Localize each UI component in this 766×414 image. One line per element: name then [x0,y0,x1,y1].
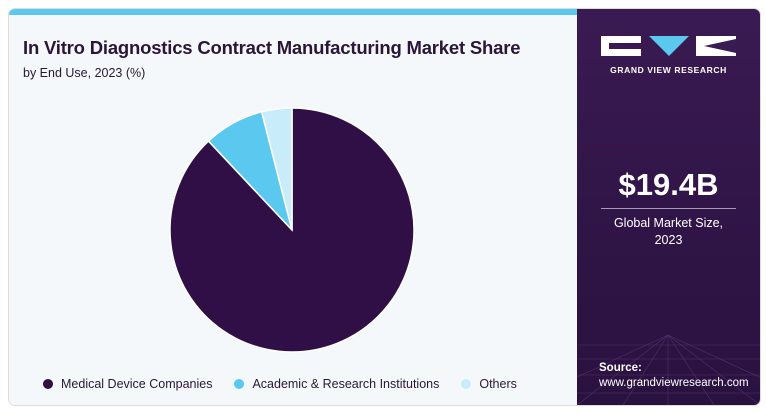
market-size-label: Global Market Size, 2023 [577,215,760,249]
accent-bar [9,9,577,15]
legend-swatch [43,379,53,389]
pie-slice-others [260,107,293,231]
legend-swatch [234,379,245,389]
legend-label: Academic & Research Institutions [252,377,440,391]
source-title: Source: [599,362,642,374]
legend-item: Academic & Research Institutions [234,377,439,391]
legend-item: Others [461,377,517,391]
chart-legend: Medical Device Companies Academic & Resea… [43,377,517,391]
legend-label: Medical Device Companies [61,377,213,391]
chart-title: In Vitro Diagnostics Contract Manufactur… [23,37,521,58]
chart-subtitle: by End Use, 2023 (%) [23,66,146,80]
pie-chart [169,107,415,353]
source-block: Source: www.grandviewresearch.com [599,361,749,391]
legend-label: Others [479,377,517,391]
divider [601,208,736,209]
brand-name: GRAND VIEW RESEARCH [610,65,727,75]
legend-item: Medical Device Companies [43,377,212,391]
chart-card: In Vitro Diagnostics Contract Manufactur… [9,9,760,405]
grand-view-research-logo [601,36,736,56]
market-size-label-line2: 2023 [654,233,683,247]
sidebar: GRAND VIEW RESEARCH $19.4B Global Market… [577,9,760,405]
chart-panel: In Vitro Diagnostics Contract Manufactur… [9,15,577,405]
source-url: www.grandviewresearch.com [599,377,749,389]
market-size-value: $19.4B [618,167,719,202]
market-size-label-line1: Global Market Size, [613,216,724,230]
grid-floor-decoration [577,334,760,405]
legend-swatch [461,379,472,389]
